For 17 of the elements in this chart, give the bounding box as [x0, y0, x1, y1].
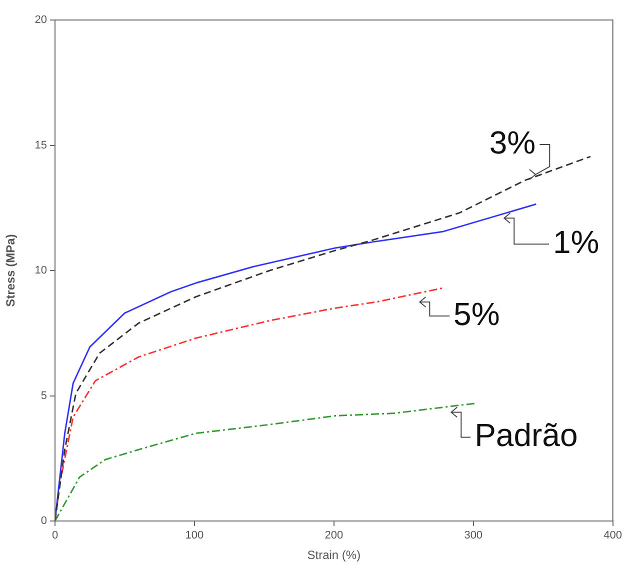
- x-axis-title: Strain (%): [307, 548, 361, 562]
- series-label: 3%: [489, 124, 536, 160]
- x-tick-label: 100: [185, 530, 204, 542]
- y-tick-label: 5: [40, 390, 47, 402]
- x-tick-label: 200: [324, 530, 344, 542]
- series-label: Padrão: [474, 417, 578, 454]
- y-tick-label: 20: [34, 14, 47, 26]
- y-tick-label: 15: [34, 139, 47, 152]
- y-tick-label: 10: [34, 264, 47, 277]
- series-label: 1%: [553, 224, 600, 260]
- x-tick-label: 300: [464, 530, 483, 542]
- series-label: 5%: [454, 296, 500, 332]
- x-tick-label: 0: [52, 530, 58, 542]
- y-tick-label: 0: [40, 515, 47, 528]
- line-series: [55, 402, 477, 521]
- y-axis-title: Stress (MPa): [4, 234, 18, 307]
- x-tick-label: 400: [604, 530, 622, 542]
